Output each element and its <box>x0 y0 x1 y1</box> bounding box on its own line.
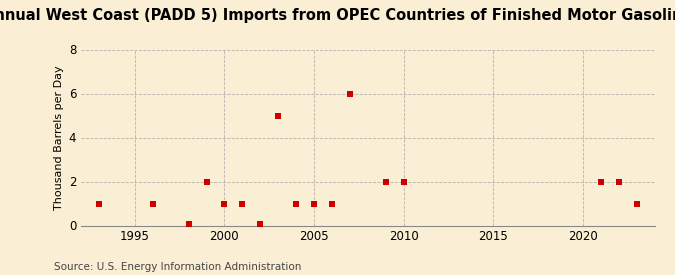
Text: Source: U.S. Energy Information Administration: Source: U.S. Energy Information Administ… <box>54 262 301 272</box>
Point <box>308 201 319 206</box>
Point <box>201 179 212 184</box>
Point <box>147 201 158 206</box>
Point <box>381 179 392 184</box>
Point <box>614 179 624 184</box>
Point <box>631 201 642 206</box>
Point <box>398 179 409 184</box>
Point <box>219 201 230 206</box>
Point <box>255 222 266 227</box>
Point <box>595 179 606 184</box>
Point <box>327 201 338 206</box>
Point <box>183 222 194 227</box>
Point <box>94 201 105 206</box>
Text: Annual West Coast (PADD 5) Imports from OPEC Countries of Finished Motor Gasolin: Annual West Coast (PADD 5) Imports from … <box>0 8 675 23</box>
Point <box>344 91 355 96</box>
Y-axis label: Thousand Barrels per Day: Thousand Barrels per Day <box>55 65 65 210</box>
Point <box>237 201 248 206</box>
Point <box>291 201 302 206</box>
Point <box>273 113 284 118</box>
